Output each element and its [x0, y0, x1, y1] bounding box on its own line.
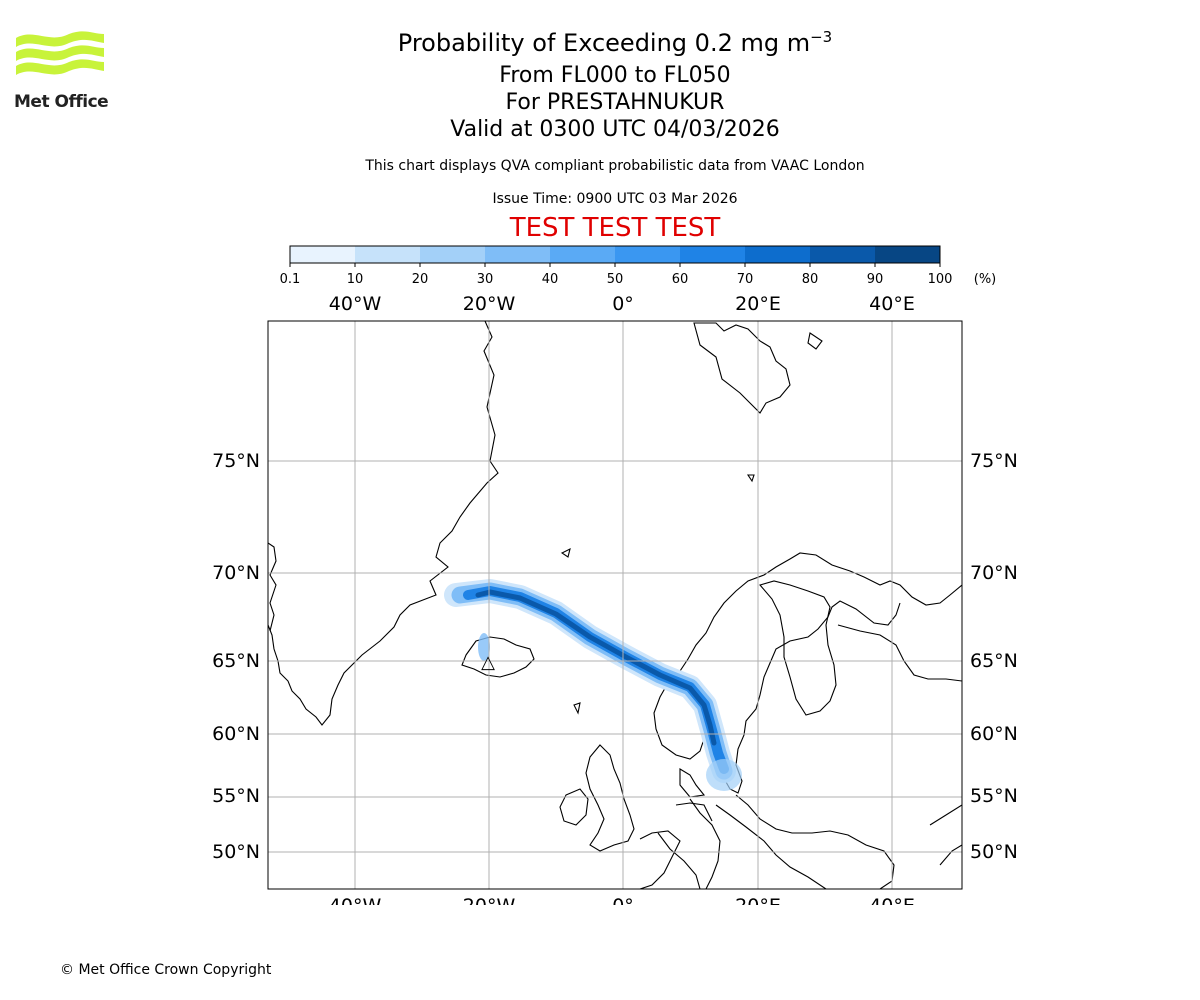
lat-label-left: 55°N	[212, 785, 260, 807]
colorbar-tick-label: 40	[542, 272, 559, 287]
issue-time: Issue Time: 0900 UTC 03 Mar 2026	[492, 191, 738, 207]
volcano-marker-icon: △	[481, 652, 495, 673]
lat-label-left: 75°N	[212, 450, 260, 472]
colorbar-tick-label: 100	[928, 272, 953, 287]
lat-label-left: 65°N	[212, 650, 260, 672]
ash-probability-plume	[444, 579, 742, 791]
flight-level-range: From FL000 to FL050	[499, 63, 731, 88]
graticule	[268, 321, 962, 889]
coastlines	[268, 321, 962, 889]
title-superscript: −3	[810, 28, 833, 46]
lon-label-bottom: 20°W	[463, 895, 516, 905]
top-longitude-labels: 40°W 20°W 0° 20°E 40°E	[329, 293, 915, 315]
lat-label-left: 50°N	[212, 841, 260, 863]
valid-time: Valid at 0300 UTC 04/03/2026	[450, 117, 780, 142]
volcano-name: For PRESTAHNUKUR	[505, 90, 725, 115]
lat-label-right: 75°N	[970, 450, 1018, 472]
title-text: Probability of Exceeding 0.2 mg m	[397, 29, 811, 57]
colorbar: 0.1 10 20 30 40 50 60 70 80 90 100 (%)	[280, 245, 997, 287]
colorbar-tick-label: 50	[607, 272, 624, 287]
lon-label-top: 20°E	[735, 293, 781, 315]
colorbar-cell	[550, 246, 616, 263]
lon-label-top: 20°W	[463, 293, 516, 315]
colorbar-cell	[810, 246, 876, 263]
colorbar-cell	[745, 246, 811, 263]
colorbar-cell	[355, 246, 421, 263]
colorbar-cell	[290, 246, 356, 263]
colorbar-tick-label: 90	[867, 272, 884, 287]
copyright-notice: © Met Office Crown Copyright	[60, 962, 272, 978]
lon-label-top: 40°W	[329, 293, 382, 315]
map: 40°W 20°W 0° 20°E 40°E	[212, 293, 1018, 905]
colorbar-tick-label: 10	[347, 272, 364, 287]
met-office-logo-waves	[16, 31, 104, 75]
lat-label-right: 60°N	[970, 723, 1018, 745]
lat-label-right: 50°N	[970, 841, 1018, 863]
colorbar-cell	[485, 246, 551, 263]
map-frame	[267, 320, 963, 890]
colorbar-tick-label: 70	[737, 272, 754, 287]
colorbar-tick-label: 60	[672, 272, 689, 287]
lon-label-top: 0°	[612, 293, 634, 315]
lon-label-bottom: 0°	[612, 895, 634, 905]
lon-label-bottom: 40°W	[329, 895, 382, 905]
lon-label-top: 40°E	[869, 293, 915, 315]
lat-label-left: 70°N	[212, 562, 260, 584]
right-latitude-labels: 75°N 70°N 65°N 60°N 55°N 50°N	[970, 450, 1018, 863]
colorbar-tick-label: 20	[412, 272, 429, 287]
colorbar-cell	[615, 246, 681, 263]
left-latitude-labels: 75°N 70°N 65°N 60°N 55°N 50°N	[212, 450, 260, 863]
chart-description: This chart displays QVA compliant probab…	[365, 158, 865, 174]
colorbar-tick-label: 30	[477, 272, 494, 287]
lat-label-left: 60°N	[212, 723, 260, 745]
colorbar-unit: (%)	[974, 272, 997, 287]
colorbar-cell	[875, 246, 941, 263]
lon-label-bottom: 40°E	[869, 895, 915, 905]
colorbar-cell	[680, 246, 746, 263]
colorbar-tick-label: 80	[802, 272, 819, 287]
colorbar-tick-label: 0.1	[280, 272, 301, 287]
lat-label-right: 70°N	[970, 562, 1018, 584]
met-office-logo-text: Met Office	[14, 92, 109, 112]
lat-label-right: 65°N	[970, 650, 1018, 672]
colorbar-cell	[420, 246, 486, 263]
chart-title: Probability of Exceeding 0.2 mg m−3	[0, 28, 1200, 57]
test-banner: TEST TEST TEST	[509, 213, 721, 243]
bottom-longitude-labels: 40°W 20°W 0° 20°E 40°E	[329, 895, 915, 905]
lat-label-right: 55°N	[970, 785, 1018, 807]
lon-label-bottom: 20°E	[735, 895, 781, 905]
